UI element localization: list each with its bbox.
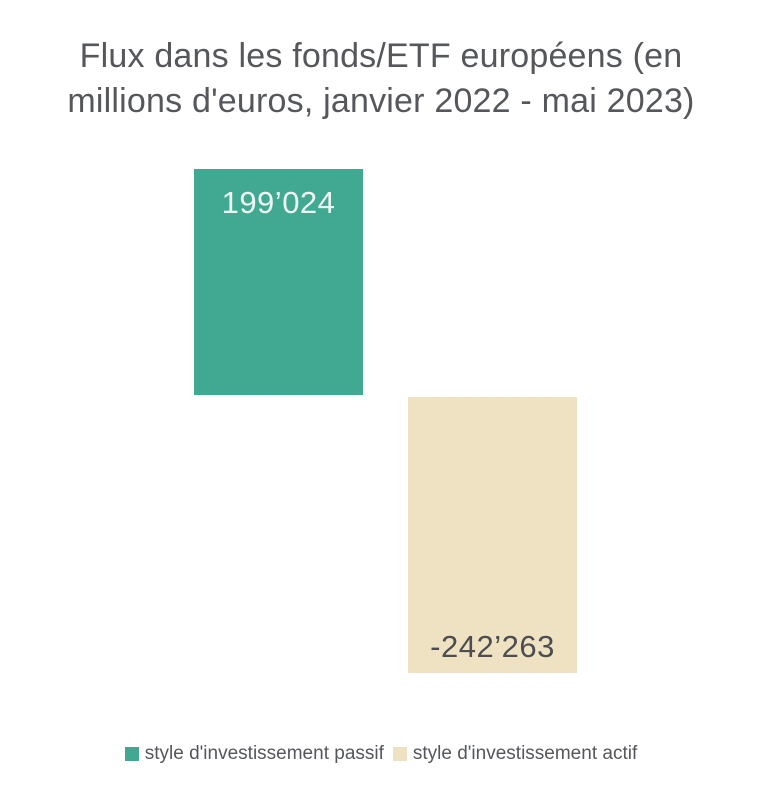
legend-swatch-active <box>392 747 407 761</box>
chart-title: Flux dans les fonds/ETF européens (en mi… <box>0 34 762 124</box>
bar-active-value-label: -242’263 <box>430 629 555 664</box>
bar-passive-flows[interactable]: 199’024 <box>194 169 363 395</box>
legend-swatch-passive <box>124 747 139 761</box>
chart-title-line-1: Flux dans les fonds/ETF européens (en <box>79 37 683 75</box>
legend-label-passive: style d'investissement passif <box>144 743 384 764</box>
chart-title-line-2: millions d'euros, janvier 2022 - mai 202… <box>67 82 695 120</box>
legend-label-active: style d'investissement actif <box>412 743 638 764</box>
legend-item-passive: style d'investissement passif <box>124 741 384 767</box>
bar-active-flows[interactable]: -242’263 <box>408 397 577 673</box>
bar-passive-value-label: 199’024 <box>221 185 336 220</box>
legend: style d'investissement passif style d'in… <box>0 741 762 767</box>
legend-item-active: style d'investissement actif <box>392 741 638 767</box>
